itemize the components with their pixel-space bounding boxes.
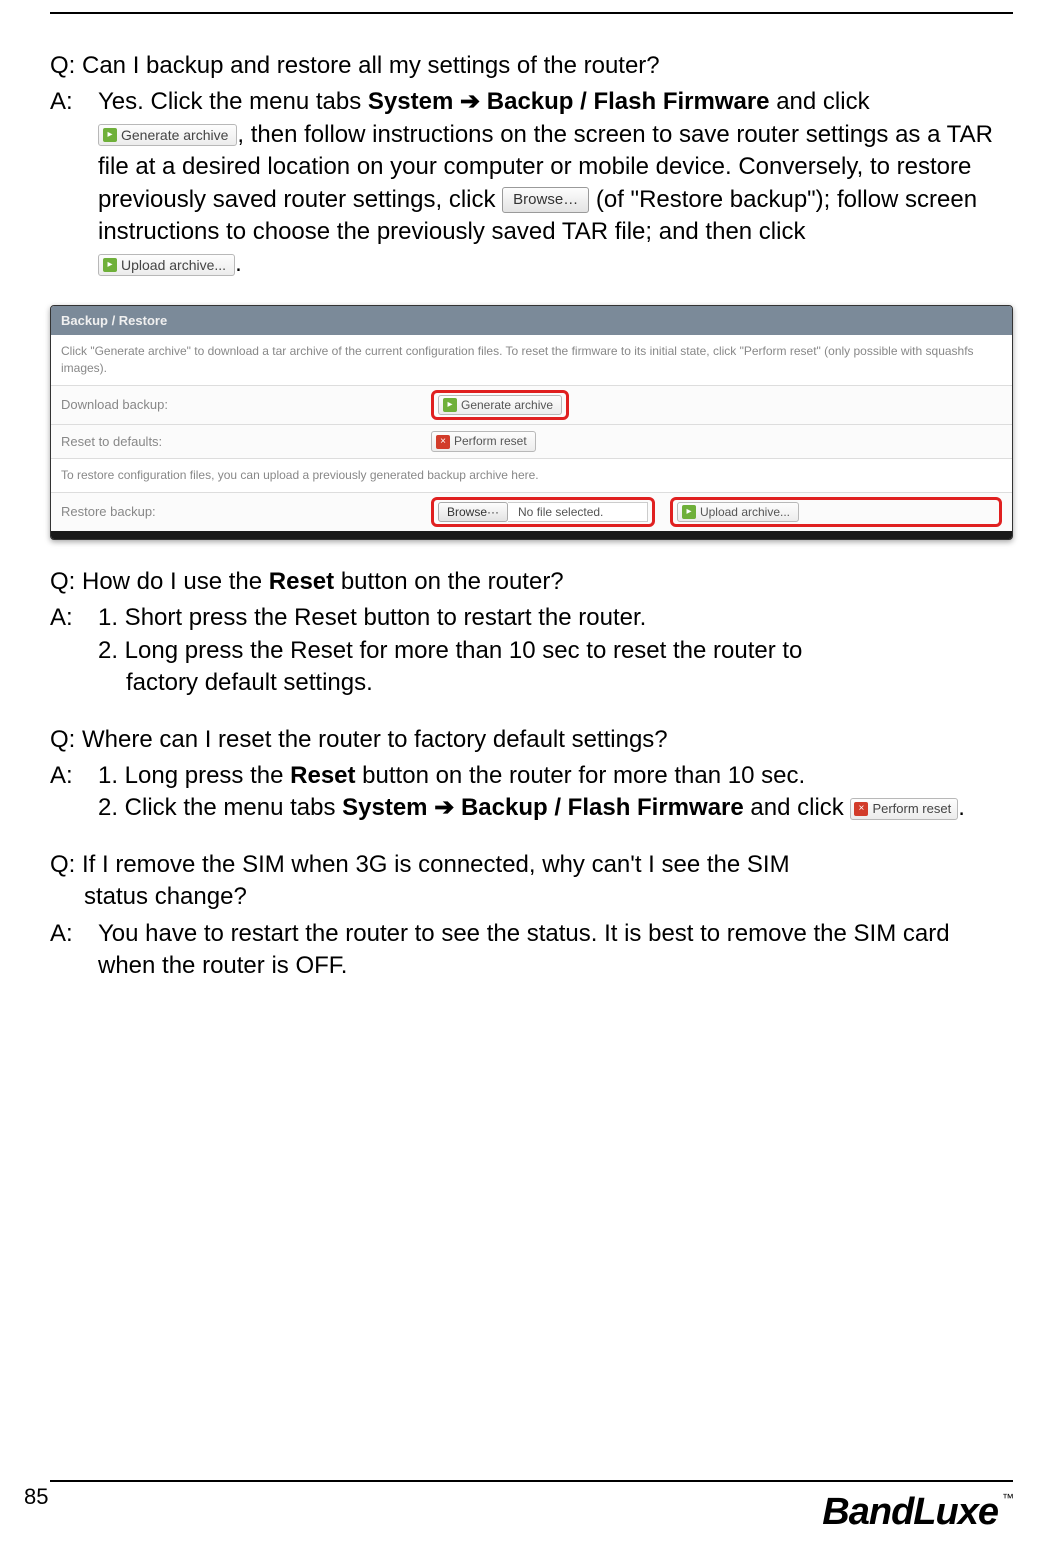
answer-body: You have to restart the router to see th… <box>98 918 1013 983</box>
answer-body: 1. Short press the Reset button to resta… <box>98 602 1013 699</box>
answer-1: A: Yes. Click the menu tabs System ➔ Bac… <box>50 86 1013 280</box>
arrow-icon: ➔ <box>434 794 454 821</box>
upload-archive-button[interactable]: ▸ Upload archive... <box>677 502 799 522</box>
button-label: Perform reset <box>454 433 527 449</box>
answer-label: A: <box>50 760 98 825</box>
perform-reset-button[interactable]: × Perform reset <box>431 431 536 451</box>
answer-2: A: 1. Short press the Reset button to re… <box>50 602 1013 699</box>
text: button on the router? <box>334 568 564 595</box>
reset-icon: × <box>436 435 450 449</box>
qa-block-2: Q: How do I use the Reset button on the … <box>50 566 1013 700</box>
question-4-line2: status change? <box>50 881 1013 913</box>
answer-4: A: You have to restart the router to see… <box>50 918 1013 983</box>
panel-description-2: To restore configuration files, you can … <box>51 458 1012 492</box>
row-label: Reset to defaults: <box>61 433 431 451</box>
question-1: Q: Can I backup and restore all my setti… <box>50 50 1013 82</box>
answer-label: A: <box>50 86 98 280</box>
highlight-restore: Browse··· No file selected. <box>431 497 655 527</box>
page-content: Q: Can I backup and restore all my setti… <box>50 50 1013 1006</box>
list-item-2a: 2. Long press the Reset for more than 10… <box>98 635 1013 667</box>
page-number: 85 <box>24 1484 48 1510</box>
browse-button[interactable]: Browse··· <box>438 502 508 522</box>
text: Q: How do I use the <box>50 568 269 595</box>
answer-label: A: <box>50 602 98 699</box>
panel-header: Backup / Restore <box>51 306 1012 336</box>
qa-block-3: Q: Where can I reset the router to facto… <box>50 724 1013 825</box>
question-4-line1: Q: If I remove the SIM when 3G is connec… <box>50 849 1013 881</box>
reset-defaults-row: Reset to defaults: × Perform reset <box>51 424 1012 458</box>
answer-label: A: <box>50 918 98 983</box>
brand-text: BandLuxe <box>822 1491 998 1533</box>
bold-reset: Reset <box>290 762 355 789</box>
row-controls: × Perform reset <box>431 431 1002 451</box>
perform-reset-button[interactable]: × Perform reset <box>850 798 958 820</box>
text: Yes. Click the menu tabs <box>98 88 368 115</box>
row-controls: ▸ Generate archive <box>431 390 1002 420</box>
restore-backup-row: Restore backup: Browse··· No file select… <box>51 492 1012 531</box>
panel-description: Click "Generate archive" to download a t… <box>51 335 1012 385</box>
button-label: Generate archive <box>461 397 553 413</box>
row-label: Restore backup: <box>61 503 431 521</box>
upload-archive-button[interactable]: ▸ Upload archive... <box>98 254 235 276</box>
arrow-icon: ➔ <box>460 88 480 115</box>
download-backup-row: Download backup: ▸ Generate archive <box>51 385 1012 424</box>
menu-path-system: System <box>342 794 434 821</box>
text: and click <box>744 794 851 821</box>
list-item-1: 1. Short press the Reset button to resta… <box>98 602 1013 634</box>
brand-logo: BandLuxe ™ <box>822 1491 1013 1534</box>
upload-icon: ▸ <box>103 258 117 272</box>
row-controls: Browse··· No file selected. ▸ Upload arc… <box>431 497 1002 527</box>
text: . <box>235 250 242 277</box>
text: . <box>958 794 965 821</box>
highlight-upload: ▸ Upload archive... <box>670 497 1002 527</box>
file-selected-text: No file selected. <box>508 502 648 522</box>
browse-button[interactable]: Browse… <box>502 187 589 213</box>
text: button on the router for more than 10 se… <box>356 762 806 789</box>
menu-path-system: System <box>368 88 460 115</box>
menu-path-backup: Backup / Flash Firmware <box>454 794 743 821</box>
top-rule <box>50 12 1013 14</box>
answer-body: 1. Long press the Reset button on the ro… <box>98 760 1013 825</box>
question-2: Q: How do I use the Reset button on the … <box>50 566 1013 598</box>
trademark: ™ <box>1002 1491 1013 1505</box>
text: 2. Click the menu tabs <box>98 794 342 821</box>
download-icon: ▸ <box>443 398 457 412</box>
generate-archive-button[interactable]: ▸ Generate archive <box>98 124 237 146</box>
download-icon: ▸ <box>103 128 117 142</box>
button-label: Perform reset <box>872 800 951 818</box>
button-label: Generate archive <box>121 126 228 144</box>
highlight-generate: ▸ Generate archive <box>431 390 569 420</box>
generate-archive-button[interactable]: ▸ Generate archive <box>438 395 562 415</box>
text: 1. Long press the <box>98 762 290 789</box>
qa-block-1: Q: Can I backup and restore all my setti… <box>50 50 1013 281</box>
menu-path-backup: Backup / Flash Firmware <box>480 88 769 115</box>
reset-icon: × <box>854 802 868 816</box>
qa-block-4: Q: If I remove the SIM when 3G is connec… <box>50 849 1013 983</box>
list-item-1: 1. Long press the Reset button on the ro… <box>98 760 1013 792</box>
answer-3: A: 1. Long press the Reset button on the… <box>50 760 1013 825</box>
bottom-rule <box>50 1480 1013 1482</box>
upload-icon: ▸ <box>682 505 696 519</box>
list-item-2: 2. Click the menu tabs System ➔ Backup /… <box>98 792 1013 824</box>
answer-body: Yes. Click the menu tabs System ➔ Backup… <box>98 86 1013 280</box>
panel-bottom-bar <box>51 531 1012 539</box>
text: and click <box>770 88 870 115</box>
list-item-2b: factory default settings. <box>98 667 1013 699</box>
button-label: Upload archive... <box>700 504 790 520</box>
button-label: Upload archive... <box>121 256 226 274</box>
bold-reset: Reset <box>269 568 334 595</box>
row-label: Download backup: <box>61 396 431 414</box>
question-3: Q: Where can I reset the router to facto… <box>50 724 1013 756</box>
backup-restore-screenshot: Backup / Restore Click "Generate archive… <box>50 305 1013 540</box>
